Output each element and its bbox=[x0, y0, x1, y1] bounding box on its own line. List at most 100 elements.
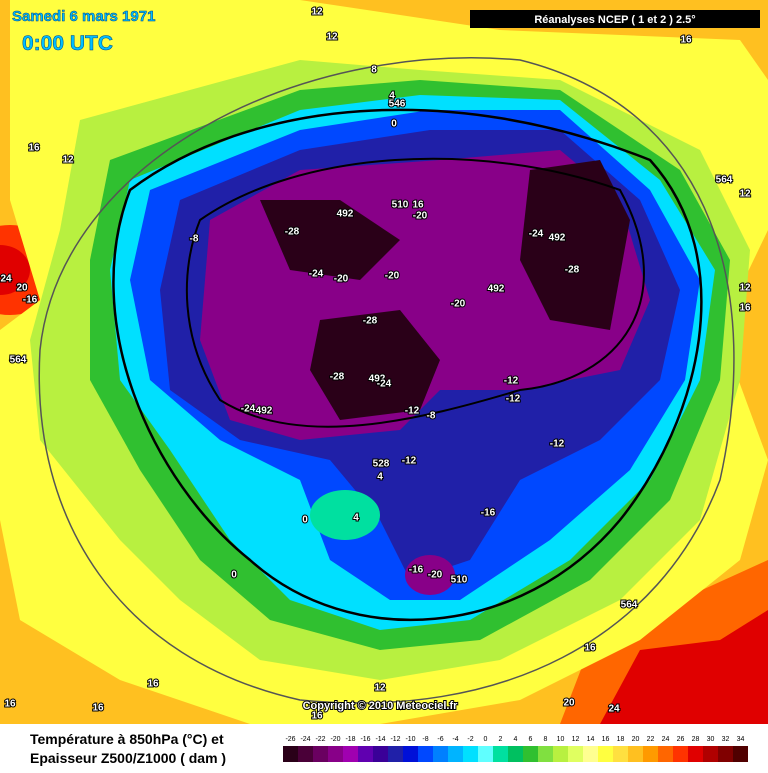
warm-core bbox=[600, 610, 768, 724]
colorbar-tick-label: 10 bbox=[557, 736, 565, 743]
colorbar-swatch bbox=[613, 746, 628, 762]
warm-spot bbox=[310, 490, 380, 540]
colorbar-tick-label: 6 bbox=[529, 736, 533, 743]
colorbar-swatch bbox=[508, 746, 523, 762]
colorbar-swatch bbox=[658, 746, 673, 762]
contour-label: 4 bbox=[353, 513, 359, 524]
colorbar-tick-label: -6 bbox=[437, 736, 443, 743]
colorbar-tick-label: -26 bbox=[285, 736, 295, 743]
colorbar-swatch bbox=[643, 746, 658, 762]
colorbar-swatch bbox=[583, 746, 598, 762]
contour-line bbox=[38, 57, 735, 704]
contour-label: 492 bbox=[549, 233, 566, 244]
colorbar-tick-label: 34 bbox=[737, 736, 745, 743]
colorbar-swatch bbox=[448, 746, 463, 762]
colorbar-tick-label: -4 bbox=[452, 736, 458, 743]
colorbar-swatch bbox=[733, 746, 748, 762]
contour-label: 492 bbox=[256, 406, 273, 417]
contour-label: 16 bbox=[680, 35, 692, 46]
colorbar-tick-label: 12 bbox=[572, 736, 580, 743]
colorbar-swatch bbox=[523, 746, 538, 762]
contour-label: -12 bbox=[550, 439, 565, 450]
contour-label: 4 bbox=[377, 472, 383, 483]
contour-label: 20 bbox=[563, 698, 575, 709]
colorbar-swatch bbox=[598, 746, 613, 762]
contour-label: -20 bbox=[451, 299, 466, 310]
contour-label: -20 bbox=[385, 271, 400, 282]
contour-label: 16 bbox=[311, 711, 323, 722]
contour-label: 510 bbox=[451, 575, 468, 586]
cold-spot bbox=[405, 555, 455, 595]
contour-label: 0 bbox=[391, 119, 397, 130]
contour-label: 528 bbox=[373, 459, 390, 470]
cold-core bbox=[310, 310, 440, 420]
contour-label: 12 bbox=[739, 189, 751, 200]
contour-label: -12 bbox=[405, 406, 420, 417]
contour-label: -16 bbox=[23, 295, 38, 306]
time-label: 0:00 UTC bbox=[22, 32, 113, 55]
colorbar-swatch bbox=[418, 746, 433, 762]
colorbar-tick-label: 0 bbox=[484, 736, 488, 743]
contour-label: 492 bbox=[488, 284, 505, 295]
colorbar-swatch bbox=[463, 746, 478, 762]
contour-label: 12 bbox=[374, 683, 386, 694]
colorbar-tick-label: -16 bbox=[360, 736, 370, 743]
colorbar-swatch bbox=[568, 746, 583, 762]
contour-label: 564 bbox=[10, 355, 27, 366]
colorbar-swatch bbox=[538, 746, 553, 762]
contour-label: -28 bbox=[330, 372, 345, 383]
contour-label: -24 bbox=[309, 269, 324, 280]
contour-label: 12 bbox=[311, 7, 323, 18]
colorbar-swatch bbox=[703, 746, 718, 762]
colorbar-tick-label: 2 bbox=[499, 736, 503, 743]
colorbar-tick-label: -24 bbox=[300, 736, 310, 743]
cold-core bbox=[260, 200, 400, 280]
colorbar-tick-label: -20 bbox=[330, 736, 340, 743]
contour-label: -8 bbox=[427, 411, 436, 422]
contour-label: 8 bbox=[371, 65, 377, 76]
colorbar-tick-label: 18 bbox=[617, 736, 625, 743]
copyright: Copyright © 2010 Meteociel.fr bbox=[303, 700, 459, 712]
contour-label: 564 bbox=[621, 600, 638, 611]
colorbar-tick-label: -2 bbox=[467, 736, 473, 743]
contour-label: 564 bbox=[716, 175, 733, 186]
colorbar-tick-label: -10 bbox=[405, 736, 415, 743]
contour-label: 546 bbox=[389, 99, 406, 110]
contour-label: 12 bbox=[62, 155, 74, 166]
colorbar-tick-label: -8 bbox=[422, 736, 428, 743]
contour-label: 16 bbox=[147, 679, 159, 690]
contour-label: 16 bbox=[28, 143, 40, 154]
colorbar-tick-label: -22 bbox=[315, 736, 325, 743]
contour-label: 4 bbox=[389, 91, 395, 102]
colorbar-swatch bbox=[718, 746, 733, 762]
contour-label: 492 bbox=[337, 209, 354, 220]
source-box bbox=[470, 10, 760, 28]
contour-label: -24 bbox=[529, 229, 544, 240]
contour-label: 24 bbox=[608, 704, 620, 715]
colorbar-tick-label: 28 bbox=[692, 736, 700, 743]
contour-label: 12 bbox=[739, 283, 751, 294]
colorbar-tick-label: 16 bbox=[602, 736, 610, 743]
warm-core bbox=[0, 245, 30, 295]
cold-core bbox=[520, 160, 630, 330]
colorbar-swatch bbox=[628, 746, 643, 762]
contour-label: -12 bbox=[504, 376, 519, 387]
contour-label: 16 bbox=[584, 643, 596, 654]
contour-label: 16 bbox=[412, 200, 424, 211]
colorbar-swatch bbox=[343, 746, 358, 762]
contour-label: -20 bbox=[413, 211, 428, 222]
contour-label: -12 bbox=[506, 394, 521, 405]
colorbar-tick-label: 26 bbox=[677, 736, 685, 743]
colorbar-swatch bbox=[673, 746, 688, 762]
colorbar-swatch bbox=[358, 746, 373, 762]
colorbar-tick-label: -18 bbox=[345, 736, 355, 743]
contour-label: 510 bbox=[392, 200, 409, 211]
colorbar-swatch bbox=[283, 746, 298, 762]
colorbar-swatch bbox=[328, 746, 343, 762]
colorbar-tick-label: -14 bbox=[375, 736, 385, 743]
contour-label: 0 bbox=[302, 515, 308, 526]
colorbar-swatch bbox=[403, 746, 418, 762]
legend-title: Température à 850hPa (°C) et bbox=[30, 731, 224, 747]
contour-label: -20 bbox=[428, 570, 443, 581]
